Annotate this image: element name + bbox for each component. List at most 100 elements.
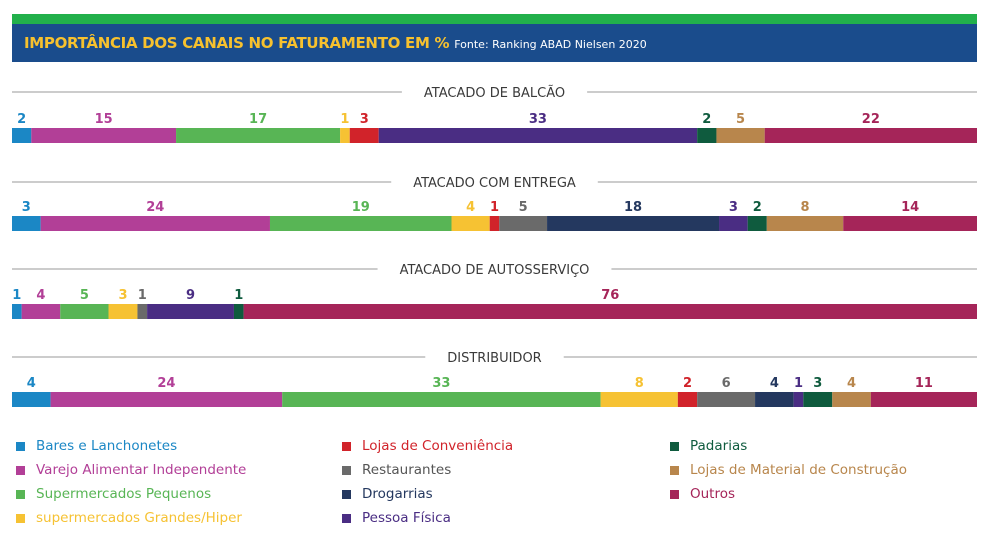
legend-swatch [342, 489, 351, 499]
legend-label: supermercados Grandes/Hiper [36, 510, 242, 526]
data-label: 4 [847, 376, 856, 391]
legend-item: Lojas de Conveniência [342, 438, 513, 454]
bar-segment [547, 216, 720, 231]
chart-header: IMPORTÂNCIA DOS CANAIS NO FATURAMENTO EM… [12, 24, 977, 62]
legend-swatch [342, 513, 351, 523]
bar-segment [766, 216, 844, 231]
legend-label: Restaurantes [362, 462, 452, 478]
data-label: 3 [22, 200, 31, 215]
bar-segment [12, 128, 32, 143]
bar-segment [870, 392, 977, 407]
bar-segment [12, 216, 41, 231]
bar-segment [832, 392, 871, 407]
data-label: 4 [466, 200, 475, 215]
legend-item: Pessoa Física [342, 510, 451, 526]
legend-item: Bares e Lanchonetes [16, 438, 177, 454]
data-label: 2 [753, 200, 762, 215]
legend-label: Lojas de Material de Construção [690, 462, 907, 478]
data-label: 2 [683, 376, 692, 391]
legend-item: supermercados Grandes/Hiper [16, 510, 242, 526]
bar-segment [340, 128, 350, 143]
data-label: 1 [234, 288, 243, 303]
legend-item: Supermercados Pequenos [16, 486, 211, 502]
bar-segment [12, 304, 22, 319]
bar-segment [489, 216, 500, 231]
data-label: 2 [702, 112, 711, 127]
legend-swatch [16, 441, 25, 451]
bar-segment [50, 392, 283, 407]
data-label: 24 [146, 200, 164, 215]
series-title: ATACADO COM ENTREGA [413, 176, 576, 191]
bar-segment [697, 128, 717, 143]
legend-swatch [16, 513, 25, 523]
data-label: 33 [529, 112, 547, 127]
legend-label: Outros [690, 486, 736, 502]
bar-segment [499, 216, 548, 231]
data-label: 3 [360, 112, 369, 127]
legend-item: Drogarrias [342, 486, 433, 502]
data-label: 1 [340, 112, 349, 127]
data-label: 76 [601, 288, 619, 303]
data-label: 19 [352, 200, 370, 215]
bar-segment [803, 392, 833, 407]
data-label: 14 [901, 200, 919, 215]
data-label: 4 [36, 288, 45, 303]
bar-segment [137, 304, 148, 319]
data-label: 1 [138, 288, 147, 303]
data-label: 9 [186, 288, 195, 303]
chart-title: IMPORTÂNCIA DOS CANAIS NO FATURAMENTO EM… [24, 34, 450, 52]
bar-segment [747, 216, 767, 231]
bar-segment [108, 304, 138, 319]
data-label: 5 [80, 288, 89, 303]
legend-label: Pessoa Física [362, 510, 451, 526]
data-label: 24 [157, 376, 175, 391]
legend-item: Outros [670, 486, 735, 502]
data-label: 1 [12, 288, 21, 303]
bar-segment [21, 304, 61, 319]
bar-segment [697, 392, 756, 407]
legend-label: Drogarrias [362, 486, 433, 502]
data-label: 1 [490, 200, 499, 215]
data-label: 1 [794, 376, 803, 391]
bar-segment [719, 216, 748, 231]
data-label: 11 [915, 376, 933, 391]
legend-swatch [342, 441, 351, 451]
series-title: ATACADO DE AUTOSSERVIÇO [400, 263, 590, 278]
bar-segment [40, 216, 270, 231]
data-label: 6 [722, 376, 731, 391]
series-title: DISTRIBUIDOR [447, 351, 541, 366]
data-label: 5 [736, 112, 745, 127]
bar-segment [233, 304, 244, 319]
bar-segment [282, 392, 601, 407]
data-label: 22 [862, 112, 880, 127]
bar-segment [677, 392, 698, 407]
data-label: 2 [17, 112, 26, 127]
bar-segment [176, 128, 341, 143]
data-label: 17 [249, 112, 267, 127]
bar-segment [60, 304, 109, 319]
legend-label: Lojas de Conveniência [362, 438, 514, 454]
bar-segment [755, 392, 794, 407]
series-title: ATACADO DE BALCÃO [424, 85, 565, 101]
bar-segment [269, 216, 452, 231]
bar-segment [31, 128, 177, 143]
legend-label: Padarias [690, 438, 748, 454]
bar-segment [12, 392, 51, 407]
legend-swatch [670, 465, 679, 475]
legend-label: Varejo Alimentar Independente [36, 462, 247, 478]
bar-segment [147, 304, 234, 319]
legend-swatch [342, 465, 351, 475]
chart-source: Fonte: Ranking ABAD Nielsen 2020 [454, 38, 647, 51]
data-label: 3 [813, 376, 822, 391]
bar-segment [843, 216, 977, 231]
data-label: 8 [800, 200, 809, 215]
data-label: 3 [118, 288, 127, 303]
bar-segment [600, 392, 678, 407]
legend-item: Lojas de Material de Construção [670, 462, 907, 478]
legend-item: Varejo Alimentar Independente [16, 462, 246, 478]
legend-item: Restaurantes [342, 462, 451, 478]
